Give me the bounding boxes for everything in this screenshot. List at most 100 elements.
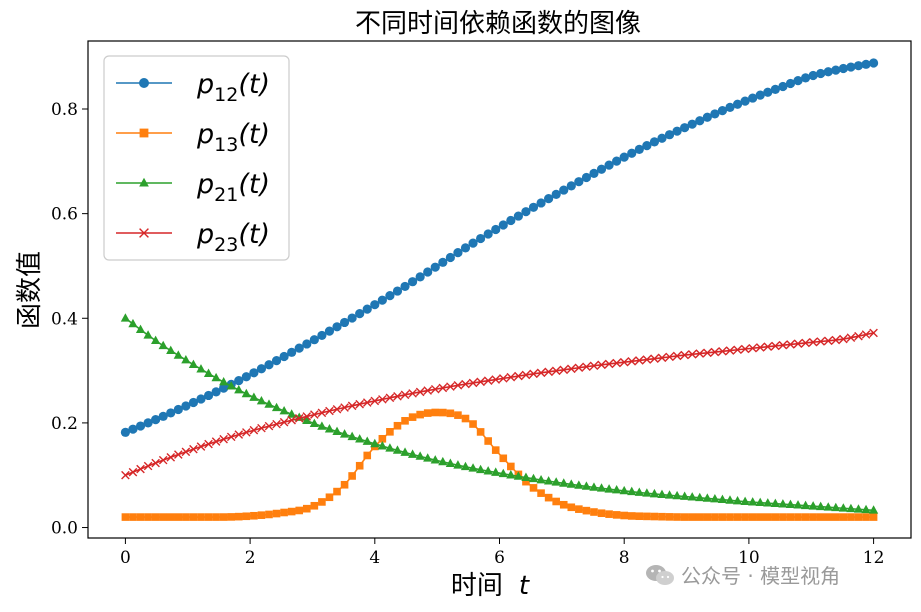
data-point [717,494,728,504]
data-point [249,425,259,435]
data-point [838,63,848,74]
data-point [271,402,282,412]
data-point [589,482,599,491]
data-point [265,510,273,519]
data-point [392,286,403,296]
data-point [302,339,312,349]
data-point [446,409,455,418]
data-point [861,330,871,339]
legend-label: p13(t) [196,119,270,156]
data-point [144,513,152,521]
data-point [423,267,433,277]
chart-title: 不同时间依赖函数的图像 [355,9,641,39]
data-point [249,392,259,401]
data-point [498,468,508,478]
legend: p12(t)p13(t)p21(t)p23(t) [103,55,290,261]
data-point [129,513,137,521]
y-tick-label: 0.2 [51,414,78,434]
data-point [808,501,818,510]
data-point [317,408,327,418]
data-point [340,480,349,489]
y-tick-label: 0.4 [51,309,78,329]
data-point [128,467,138,477]
data-point [612,358,621,368]
data-point [642,141,652,151]
data-point [139,128,149,138]
data-point [575,505,583,513]
data-point [271,356,282,366]
data-point [430,455,440,464]
data-point [256,364,267,374]
data-point [597,509,606,518]
data-point [139,177,149,187]
data-point [362,398,372,407]
data-point [854,331,863,341]
data-point [355,434,365,443]
data-point [778,499,788,508]
data-point [491,467,501,476]
data-point [590,508,598,516]
data-point [831,502,841,512]
y-tick-label: 0.0 [51,519,78,539]
data-point [839,513,848,521]
data-point [204,439,213,449]
data-point [136,464,145,474]
data-point [786,513,795,521]
data-point [506,372,516,382]
data-point [582,506,591,515]
data-point [688,513,697,521]
data-point [460,243,471,253]
legend-box [103,55,290,261]
data-point [211,387,221,397]
data-point [484,437,492,445]
data-point [498,374,508,383]
data-point [649,488,660,498]
data-point [581,481,592,490]
data-point [627,512,636,520]
data-point [203,390,214,401]
data-point [249,368,259,378]
data-point [544,493,553,502]
data-point [226,381,236,390]
data-point [461,379,470,389]
data-point [717,106,728,116]
data-point [581,172,592,183]
data-point [287,415,296,425]
data-point [748,343,757,353]
data-point [589,168,599,178]
data-point [695,116,705,126]
data-point [257,511,266,519]
data-point [673,513,681,521]
data-point [468,238,478,248]
data-point [400,390,410,400]
data-point [415,272,425,282]
data-point [740,96,750,106]
data-point [869,328,878,338]
data-point [755,497,765,507]
data-point [332,322,342,332]
data-point [460,461,471,471]
data-point [445,252,455,263]
data-point [241,388,251,398]
legend-label-base: p [196,169,214,200]
data-point [386,428,394,436]
data-point [785,499,796,509]
data-point [219,377,229,386]
data-point [665,513,674,521]
legend-label: p23(t) [196,219,270,256]
data-point [642,355,652,364]
data-point [544,476,554,485]
data-point [310,410,319,419]
data-point [770,498,780,508]
data-point [680,123,690,133]
data-point [847,513,855,521]
data-point [703,348,712,358]
data-point [272,419,281,429]
data-point [627,486,637,496]
data-point [234,376,244,386]
data-point [385,443,395,452]
data-point [506,470,516,479]
data-point [514,371,523,381]
data-point [446,382,455,391]
data-point [431,408,440,417]
